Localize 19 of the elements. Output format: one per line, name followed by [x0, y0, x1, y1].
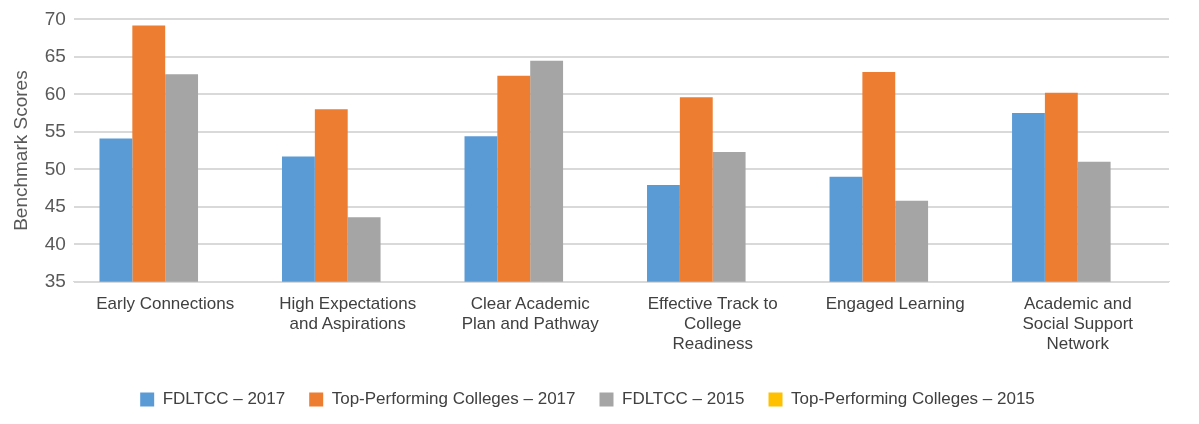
- y-axis-title: Benchmark Scores: [9, 70, 31, 231]
- y-tick-label: 40: [44, 232, 66, 254]
- legend-label: FDLTCC – 2015: [622, 389, 745, 409]
- y-tick-label: 70: [44, 7, 66, 29]
- y-tick-label: 55: [44, 120, 66, 142]
- x-tick-label: Clear Academic Plan and Pathway: [461, 293, 600, 334]
- y-tick-label: 65: [44, 45, 66, 67]
- x-tick-label: High Expectations and Aspirations: [279, 293, 417, 334]
- x-tick-label: Early Connections: [96, 293, 235, 313]
- x-tick-label: Academic and Social Support Network: [1022, 293, 1134, 354]
- y-tick-label: 50: [44, 157, 66, 179]
- y-tick-label: 45: [44, 195, 66, 217]
- legend-label: Top-Performing Colleges – 2017: [331, 389, 576, 409]
- legend-label: FDLTCC – 2017: [162, 389, 286, 409]
- legend-label: Top-Performing Colleges – 2015: [791, 389, 1035, 409]
- x-tick-label: Effective Track to College Readiness: [647, 293, 778, 354]
- y-tick-label: 60: [44, 82, 66, 104]
- x-tick-label: Engaged Learning: [825, 293, 965, 313]
- y-tick-label: 35: [44, 270, 66, 292]
